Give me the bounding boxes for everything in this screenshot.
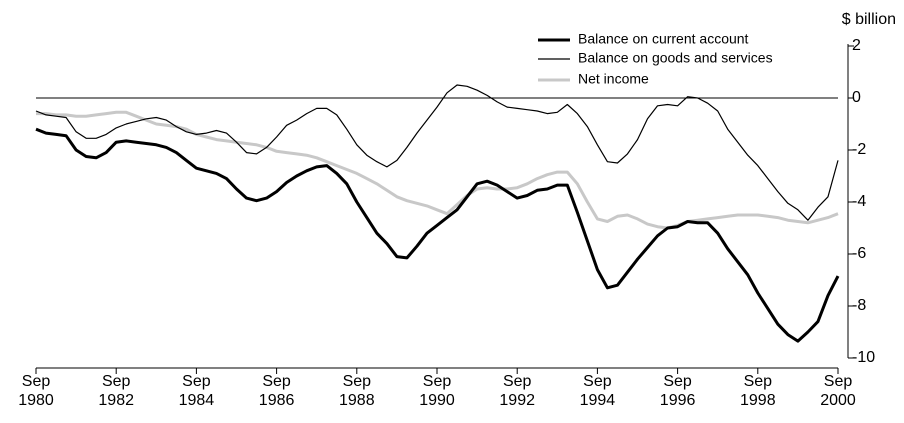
x-tick-label: Sep 1998 xyxy=(740,373,776,409)
legend-label: Balance on goods and services xyxy=(578,50,773,66)
legend-label: Balance on current account xyxy=(578,31,749,47)
series-line xyxy=(36,110,839,230)
y-tick-label: -2 xyxy=(852,141,866,158)
x-tick-label: Sep 1994 xyxy=(579,373,616,409)
x-tick-label: Sep 1988 xyxy=(339,373,375,409)
x-tick-label: Sep 1980 xyxy=(18,373,54,409)
x-tick-label: Sep 2000 xyxy=(820,373,856,409)
x-tick-label: Sep 1992 xyxy=(499,373,535,409)
y-tick-label: -4 xyxy=(852,193,866,210)
series-line xyxy=(35,84,839,221)
x-tick-label: Sep 1990 xyxy=(419,373,455,409)
legend-label: Net income xyxy=(578,71,649,87)
y-axis-label: $ billion xyxy=(842,11,896,28)
series-line xyxy=(35,127,840,343)
y-tick-label: -8 xyxy=(852,297,866,314)
y-tick-label: 0 xyxy=(852,89,861,106)
x-tick-label: Sep 1982 xyxy=(98,373,134,409)
x-tick-label: Sep 1996 xyxy=(659,373,696,409)
y-tick-label: 2 xyxy=(852,37,861,54)
y-tick-label: -10 xyxy=(852,349,875,366)
x-tick-label: Sep 1984 xyxy=(178,373,215,409)
x-tick-label: Sep 1986 xyxy=(258,373,295,409)
y-tick-label: -6 xyxy=(852,245,866,262)
